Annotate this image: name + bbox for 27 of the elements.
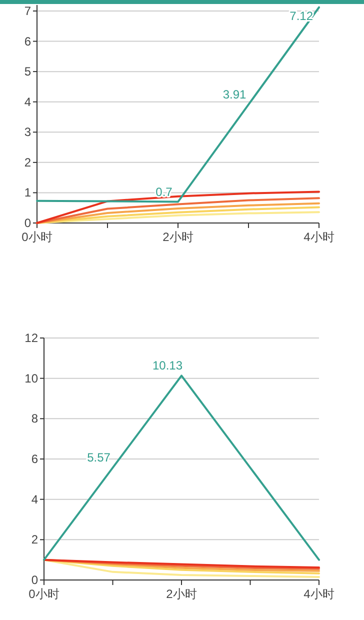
y-tick-label: 6 — [31, 452, 38, 466]
x-tick-label: 2小时 — [166, 587, 197, 601]
y-tick-label: 4 — [31, 492, 38, 506]
y-tick-label: 4 — [24, 94, 32, 109]
y-tick-label: 0 — [31, 573, 38, 587]
x-tick-label: 4小时 — [304, 587, 334, 601]
x-tick-label: 0小时 — [22, 230, 52, 244]
data-label: 0.7 — [156, 184, 173, 199]
y-tick-label: 7 — [24, 4, 32, 18]
y-tick-label: 1 — [24, 186, 32, 200]
y-tick-label: 12 — [24, 331, 38, 345]
data-label: 5.57 — [87, 450, 111, 465]
y-tick-label: 6 — [24, 34, 32, 48]
data-label: 7.12 — [290, 9, 314, 23]
x-tick-label: 2小时 — [162, 230, 194, 244]
data-label: 10.13 — [152, 358, 183, 373]
x-tick-label: 4小时 — [304, 230, 334, 244]
y-tick-label: 0 — [24, 216, 32, 230]
y-tick-label: 2 — [31, 532, 38, 547]
y-tick-label: 3 — [24, 125, 32, 140]
y-tick-label: 8 — [31, 412, 38, 426]
data-label: 3.91 — [222, 88, 246, 102]
y-tick-label: 5 — [24, 64, 32, 79]
line-series — [36, 6, 320, 203]
x-tick-label: 0小时 — [28, 587, 60, 601]
y-tick-label: 2 — [24, 155, 32, 170]
y-tick-label: 10 — [24, 371, 38, 386]
